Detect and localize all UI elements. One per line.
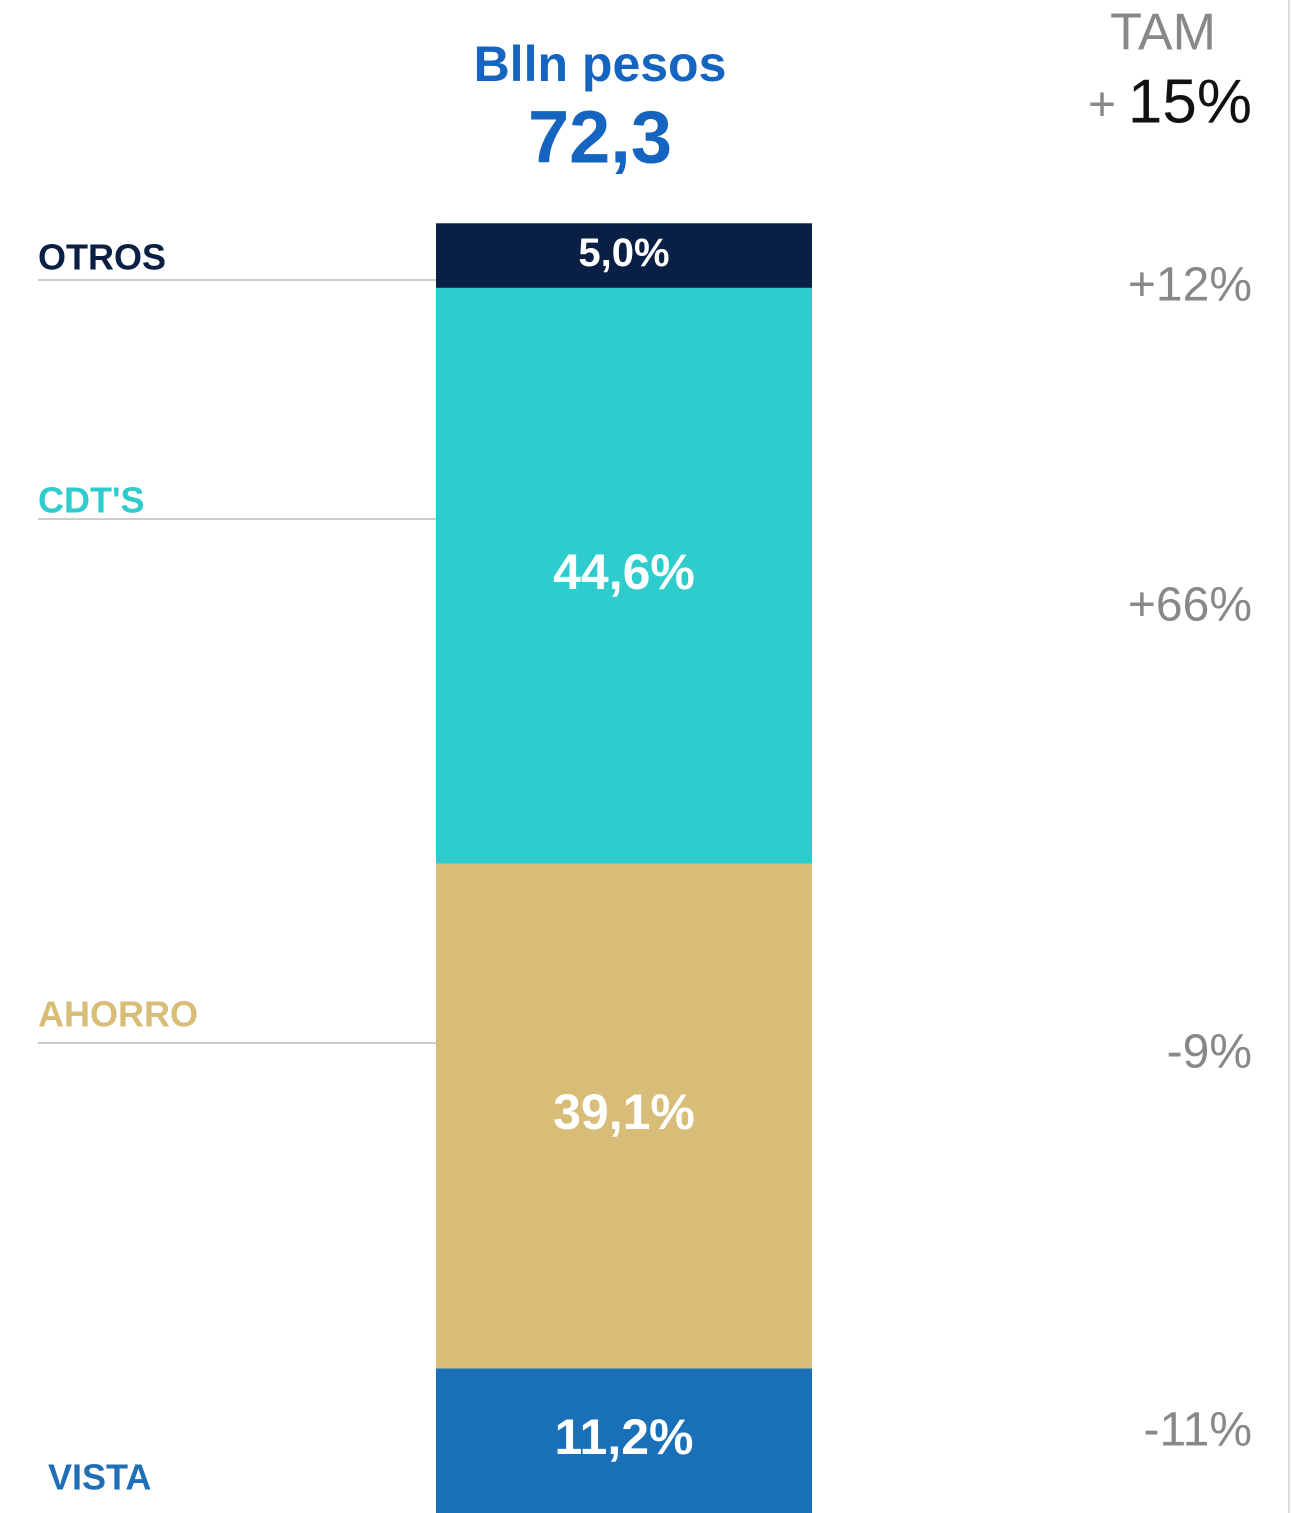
growth-label: +66%: [1128, 579, 1252, 632]
legend-label: AHORRO: [38, 994, 198, 1035]
chart-title: Blln pesos: [474, 36, 727, 92]
bar-segment: [436, 223, 812, 288]
growth-total-sign: +: [1088, 79, 1116, 132]
legend-label: VISTA: [48, 1457, 151, 1498]
chart-subtitle: 72,3: [528, 96, 672, 179]
data-label: 39,1%: [553, 1084, 695, 1140]
bar-segment: [436, 287, 812, 864]
growth-label: +12%: [1128, 259, 1252, 312]
legend-label: CDT'S: [38, 480, 145, 521]
bar-segment: [436, 863, 812, 1369]
growth-title: TAM: [1110, 4, 1216, 62]
growth-label: -11%: [1144, 1404, 1253, 1457]
data-label: 44,6%: [553, 544, 695, 600]
data-label: 11,2%: [554, 1409, 693, 1465]
legend-label: OTROS: [38, 237, 166, 278]
growth-total: 15%: [1128, 67, 1252, 136]
growth-label: -9%: [1167, 1026, 1252, 1079]
bar-segment: [436, 1368, 812, 1513]
data-label: 5,0%: [578, 231, 669, 275]
